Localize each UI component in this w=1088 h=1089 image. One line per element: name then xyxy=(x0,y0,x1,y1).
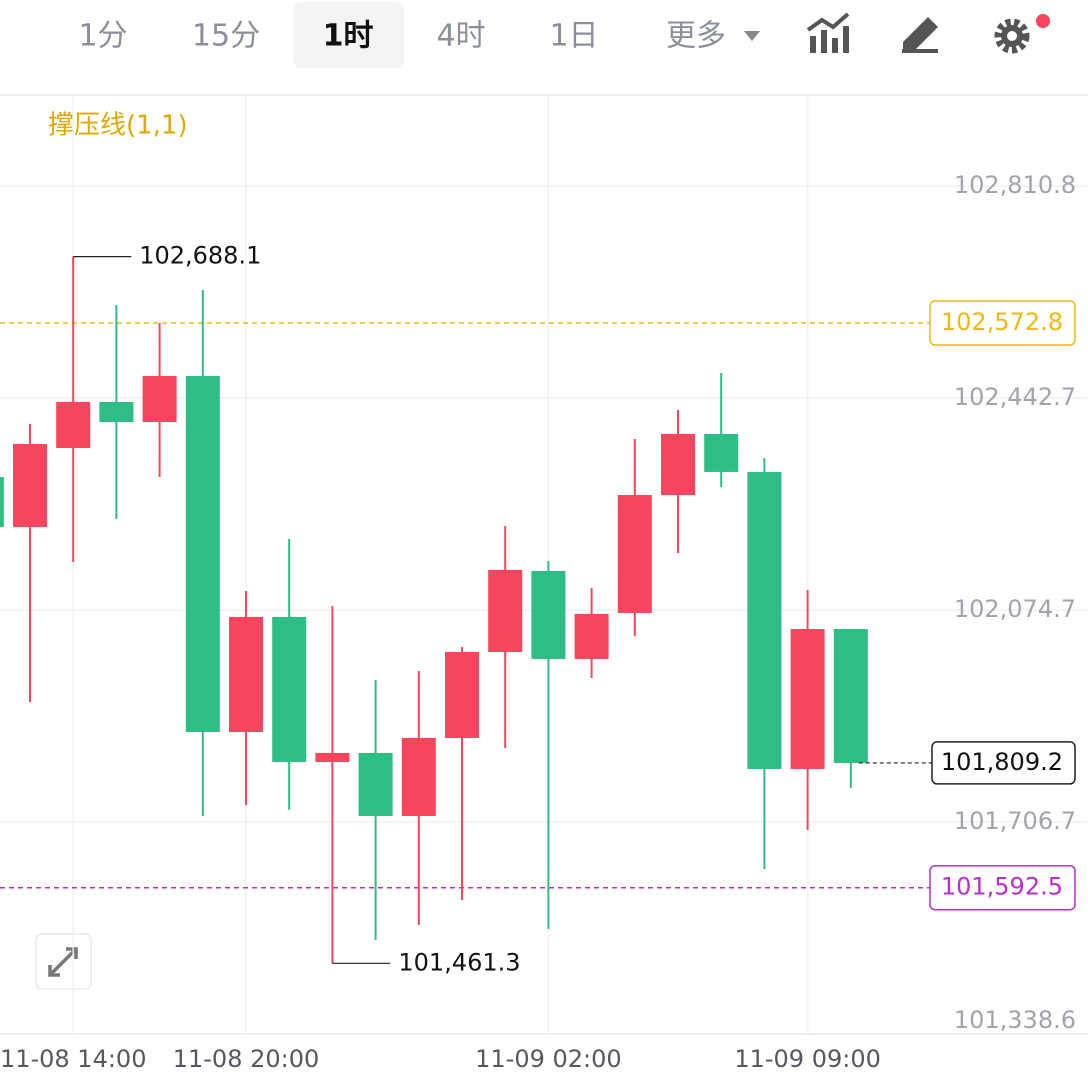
last-price-box xyxy=(931,741,1076,785)
candle xyxy=(704,372,739,487)
x-tick-label: 11-08 14:00 xyxy=(0,1045,146,1073)
candle xyxy=(229,590,263,805)
candle-body xyxy=(574,613,609,659)
x-tick-label: 11-09 09:00 xyxy=(734,1045,881,1073)
candle xyxy=(445,646,479,900)
x-tick-label: 11-09 02:00 xyxy=(475,1045,622,1073)
candle xyxy=(315,605,350,964)
low-label: 101,461.3 xyxy=(398,948,520,976)
high-label: 102,688.1 xyxy=(139,242,261,270)
candle xyxy=(833,628,868,788)
candle-body xyxy=(445,651,479,738)
candle-body xyxy=(56,401,91,448)
indicator-label: 撑压线(1,1) xyxy=(48,111,188,141)
candle-body xyxy=(315,752,350,762)
candle-body xyxy=(185,375,220,732)
candle-body xyxy=(790,628,825,769)
candle xyxy=(661,409,695,553)
y-tick-label: 102,810.8 xyxy=(954,171,1076,199)
timeframe-tab[interactable]: 15分 xyxy=(192,19,260,54)
level-label-box xyxy=(929,300,1076,346)
fullscreen-button[interactable] xyxy=(35,933,92,990)
candle-body xyxy=(272,616,307,762)
candle xyxy=(185,289,220,816)
level-label: 102,572.8 xyxy=(941,308,1063,336)
indicator-icon[interactable] xyxy=(806,12,850,53)
candle xyxy=(0,476,4,527)
candle xyxy=(142,322,177,477)
candle-body xyxy=(229,616,263,732)
candle xyxy=(747,457,782,869)
candle xyxy=(272,538,307,810)
candle-body xyxy=(833,628,868,763)
timeframe-tab[interactable]: 4时 xyxy=(436,19,485,54)
x-tick-label: 11-08 20:00 xyxy=(173,1045,320,1073)
candle xyxy=(488,525,523,748)
candle-body xyxy=(747,471,782,769)
candle-body xyxy=(0,476,4,527)
candle-body xyxy=(99,401,134,423)
dropdown-arrow[interactable] xyxy=(744,31,760,41)
candle xyxy=(401,670,436,925)
level-label-box xyxy=(929,864,1076,911)
settings-icon[interactable] xyxy=(994,14,1050,54)
candle xyxy=(574,587,609,678)
candle-body xyxy=(488,570,523,652)
y-tick-label: 101,706.7 xyxy=(954,807,1076,835)
draw-icon[interactable] xyxy=(902,17,938,53)
candle xyxy=(99,305,134,519)
candle xyxy=(56,256,91,562)
candle xyxy=(358,679,393,940)
candle-body xyxy=(358,752,393,816)
candle xyxy=(531,560,566,929)
candle xyxy=(790,589,825,830)
candle-body xyxy=(142,375,177,423)
candle-body xyxy=(661,433,695,496)
candle xyxy=(617,439,652,636)
grid xyxy=(0,95,1088,1035)
last-price-label: 101,809.2 xyxy=(941,748,1063,776)
timeframe-tab[interactable]: 1分 xyxy=(78,19,127,54)
active-tab-bg xyxy=(293,2,404,68)
timeframe-tab[interactable]: 更多 xyxy=(666,19,726,54)
level-label: 101,592.5 xyxy=(941,873,1063,901)
candle-body xyxy=(401,737,436,816)
timeframe-tab[interactable]: 1时 xyxy=(323,19,374,54)
candle-body xyxy=(704,433,739,472)
candle xyxy=(13,423,47,702)
candle-body xyxy=(617,495,652,613)
candle-body xyxy=(531,570,566,659)
timeframe-tab[interactable]: 1日 xyxy=(549,19,598,54)
candle-body xyxy=(13,443,47,527)
y-tick-label: 101,338.6 xyxy=(954,1006,1076,1034)
y-tick-label: 102,442.7 xyxy=(954,383,1076,411)
y-tick-label: 102,074.7 xyxy=(954,595,1076,623)
